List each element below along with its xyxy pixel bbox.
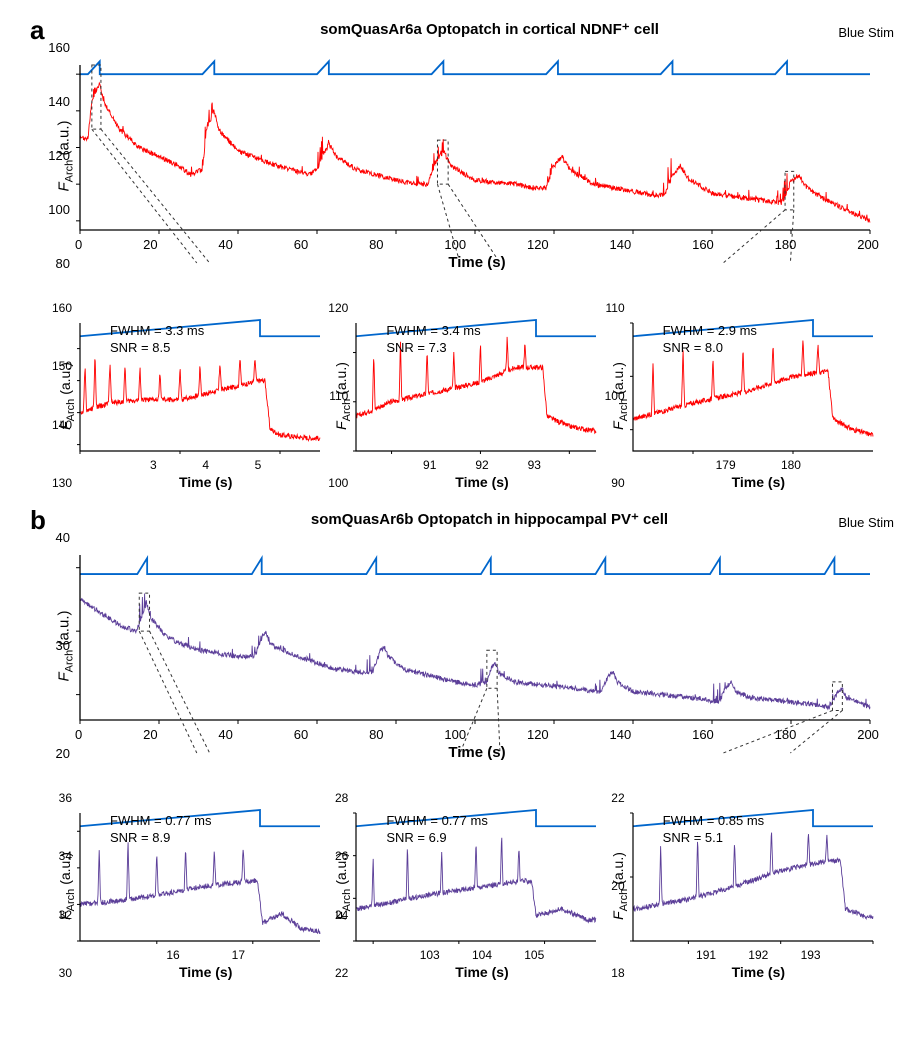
panel-b-main-chart: FArch (a.u.) 403020 02040608010012014016… [75, 530, 879, 761]
panel-a-title: somQuasAr6a Optopatch in cortical NDNF⁺ … [80, 20, 899, 38]
panel-b-subcharts: FArch (a.u.)36343230FWHM = 0.77 msSNR = … [75, 791, 889, 980]
sub-chart: FArch (a.u.)36343230FWHM = 0.77 msSNR = … [75, 791, 336, 980]
panel-a-main-chart: FArch (a.u.) 16014012010080 020406080100… [75, 40, 879, 271]
panel-a: a somQuasAr6a Optopatch in cortical NDNF… [20, 20, 899, 490]
panel-a-xticks: 020406080100120140160180200 [75, 237, 879, 252]
sub-xticks: 345 [75, 458, 336, 472]
panel-b-xlabel: Time (s) [75, 744, 879, 761]
sub-yticks: 11010090 [603, 301, 625, 490]
sub-xticks: 1617 [75, 948, 336, 962]
sub-chart: FArch (a.u.)160150140130FWHM = 3.3 msSNR… [75, 301, 336, 490]
sub-info: FWHM = 3.3 msSNR = 8.5 [110, 323, 204, 357]
panel-a-stim-label: Blue Stim [838, 25, 894, 40]
panel-a-subcharts: FArch (a.u.)160150140130FWHM = 3.3 msSNR… [75, 301, 889, 490]
panel-b-stim-label: Blue Stim [838, 515, 894, 530]
panel-b-yticks: 403020 [45, 530, 70, 761]
sub-xlabel: Time (s) [628, 474, 889, 490]
sub-info: FWHM = 2.9 msSNR = 8.0 [663, 323, 757, 357]
sub-chart: FArch (a.u.)222018FWHM = 0.85 msSNR = 5.… [628, 791, 889, 980]
sub-yticks: 222018 [603, 791, 625, 980]
sub-yticks: 36343230 [50, 791, 72, 980]
sub-xticks: 919293 [351, 458, 612, 472]
sub-chart: FArch (a.u.)120110100FWHM = 3.4 msSNR = … [351, 301, 612, 490]
sub-xticks: 103104105 [351, 948, 612, 962]
sub-xlabel: Time (s) [75, 964, 336, 980]
panel-a-label: a [30, 15, 44, 46]
sub-info: FWHM = 0.77 msSNR = 6.9 [386, 813, 488, 847]
sub-yticks: 160150140130 [50, 301, 72, 490]
panel-b-title: somQuasAr6b Optopatch in hippocampal PV⁺… [80, 510, 899, 528]
panel-b-label: b [30, 505, 46, 536]
panel-a-yticks: 16014012010080 [45, 40, 70, 271]
panel-b: b somQuasAr6b Optopatch in hippocampal P… [20, 510, 899, 980]
sub-xlabel: Time (s) [75, 474, 336, 490]
sub-info: FWHM = 3.4 msSNR = 7.3 [386, 323, 480, 357]
sub-chart: FArch (a.u.)11010090FWHM = 2.9 msSNR = 8… [628, 301, 889, 490]
sub-yticks: 28262422 [326, 791, 348, 980]
sub-xlabel: Time (s) [628, 964, 889, 980]
sub-xlabel: Time (s) [351, 474, 612, 490]
sub-xlabel: Time (s) [351, 964, 612, 980]
sub-info: FWHM = 0.85 msSNR = 5.1 [663, 813, 765, 847]
sub-chart: FArch (a.u.)28262422FWHM = 0.77 msSNR = … [351, 791, 612, 980]
sub-xticks: 179180 [628, 458, 889, 472]
sub-yticks: 120110100 [326, 301, 348, 490]
panel-a-xlabel: Time (s) [75, 254, 879, 271]
sub-info: FWHM = 0.77 msSNR = 8.9 [110, 813, 212, 847]
sub-xticks: 191192193 [628, 948, 889, 962]
